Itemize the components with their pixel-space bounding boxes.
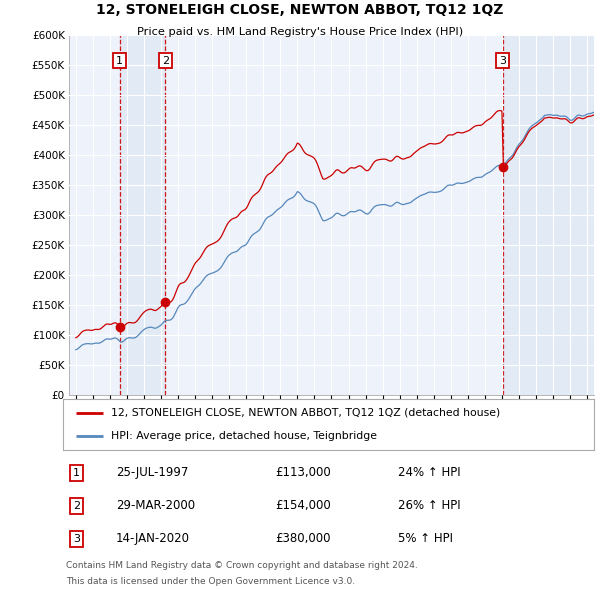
Text: Contains HM Land Registry data © Crown copyright and database right 2024.: Contains HM Land Registry data © Crown c…: [66, 560, 418, 569]
Text: £113,000: £113,000: [275, 466, 331, 480]
Text: 24% ↑ HPI: 24% ↑ HPI: [398, 466, 460, 480]
Text: 12, STONELEIGH CLOSE, NEWTON ABBOT, TQ12 1QZ: 12, STONELEIGH CLOSE, NEWTON ABBOT, TQ12…: [97, 3, 503, 17]
Text: 25-JUL-1997: 25-JUL-1997: [116, 466, 188, 480]
Text: 14-JAN-2020: 14-JAN-2020: [116, 532, 190, 546]
Text: £154,000: £154,000: [275, 499, 331, 513]
Text: This data is licensed under the Open Government Licence v3.0.: This data is licensed under the Open Gov…: [66, 577, 355, 586]
Text: 2: 2: [73, 501, 80, 511]
Text: 26% ↑ HPI: 26% ↑ HPI: [398, 499, 460, 513]
Text: 3: 3: [73, 534, 80, 544]
Text: £380,000: £380,000: [275, 532, 331, 546]
Text: Price paid vs. HM Land Registry's House Price Index (HPI): Price paid vs. HM Land Registry's House …: [137, 27, 463, 37]
Text: 29-MAR-2000: 29-MAR-2000: [116, 499, 195, 513]
Text: 2: 2: [162, 55, 169, 65]
Text: 3: 3: [499, 55, 506, 65]
Text: 12, STONELEIGH CLOSE, NEWTON ABBOT, TQ12 1QZ (detached house): 12, STONELEIGH CLOSE, NEWTON ABBOT, TQ12…: [111, 408, 500, 418]
Bar: [503, 35, 594, 395]
Text: 1: 1: [73, 468, 80, 478]
Text: HPI: Average price, detached house, Teignbridge: HPI: Average price, detached house, Teig…: [111, 431, 377, 441]
Bar: [119, 35, 166, 395]
Text: 5% ↑ HPI: 5% ↑ HPI: [398, 532, 452, 546]
Text: 1: 1: [116, 55, 123, 65]
